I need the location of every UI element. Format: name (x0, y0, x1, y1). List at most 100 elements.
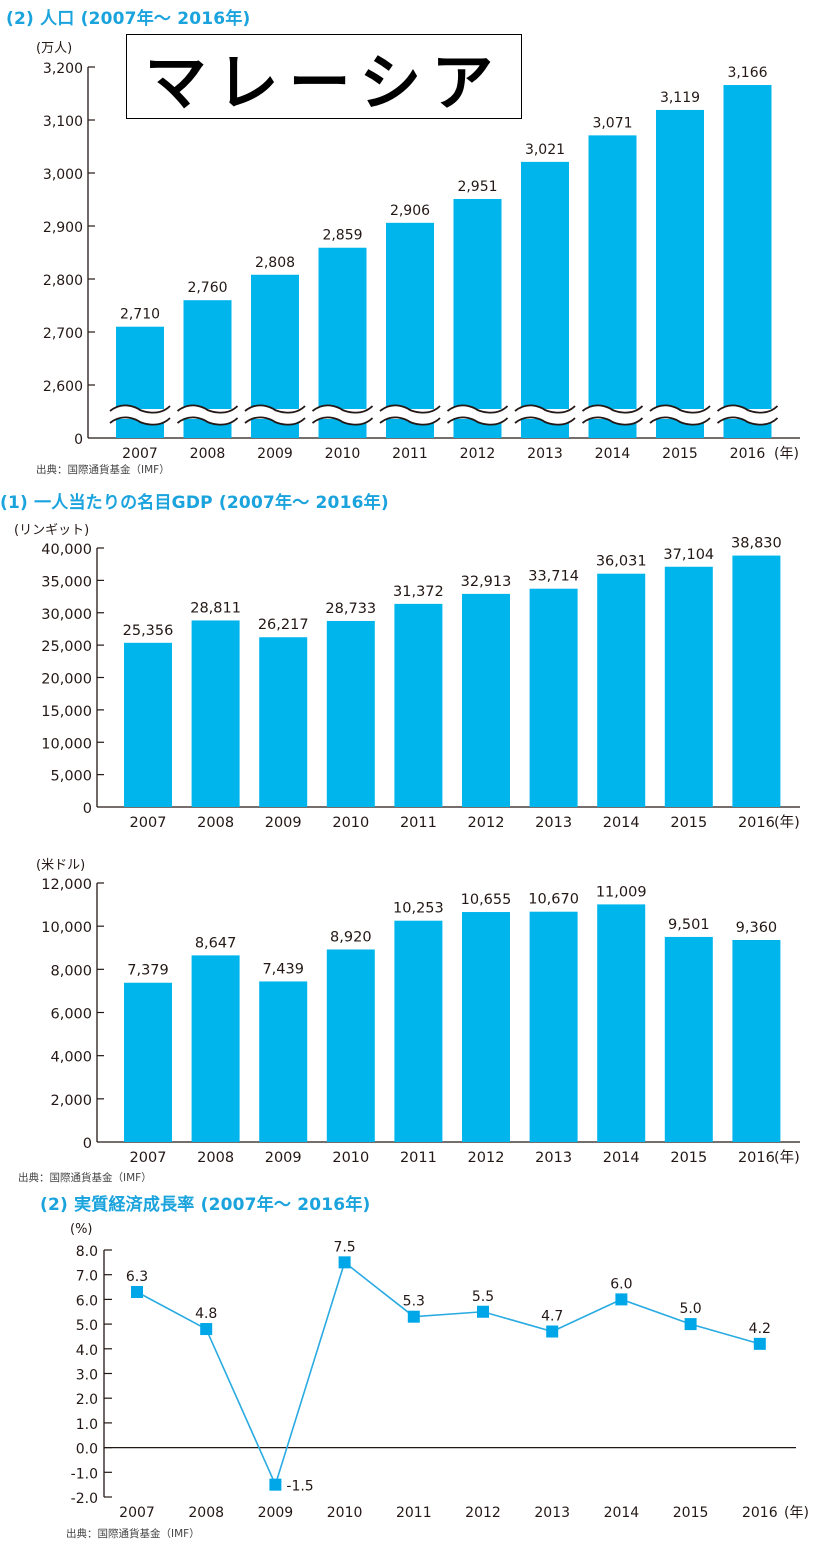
country-name-box: マレーシア (126, 34, 522, 119)
x-tick-label: 2011 (400, 1150, 437, 1166)
axis-break-wave-top (244, 404, 306, 414)
x-tick-label: 2013 (534, 1505, 570, 1521)
bar-2012 (453, 198, 502, 438)
axis-break-wave-bottom (379, 416, 441, 426)
bar-2016 (723, 85, 772, 439)
axis-break-wave-bottom (514, 416, 576, 426)
axis-break-fill (177, 409, 238, 419)
bar-value-label: 8,647 (195, 935, 237, 951)
x-tick-label: 2010 (332, 815, 369, 831)
y-tick-label: 0 (83, 1136, 92, 1152)
x-tick-label: 2007 (130, 1150, 167, 1166)
axis-break-fill (380, 409, 440, 419)
marker-2009 (269, 1478, 282, 1491)
point-value-label: 6.0 (610, 1276, 632, 1292)
y-tick-label: 2,000 (50, 1093, 92, 1109)
marker-2008 (200, 1323, 213, 1336)
bar-2011 (386, 222, 434, 438)
point-value-label: 7.5 (333, 1239, 355, 1255)
point-value-label: 5.3 (403, 1294, 425, 1310)
y-tick-label: 10,000 (41, 736, 92, 752)
axis-break-fill (717, 409, 778, 419)
y-tick-label: 12,000 (41, 877, 92, 893)
bar-value-label: 2,951 (457, 179, 497, 195)
bar-value-label: 3,071 (592, 115, 632, 131)
bar-2014 (597, 904, 646, 1142)
bar-value-label: 36,031 (596, 554, 647, 570)
point-value-label: 6.3 (126, 1269, 148, 1285)
growth-series-line (136, 1261, 761, 1487)
growth-chart-title: (2) 実質経済成長率 (2007年〜 2016年) (40, 1195, 371, 1215)
y-tick-label: 35,000 (41, 574, 92, 590)
y-tick-label: 4,000 (50, 1050, 92, 1066)
point-value-label: 4.2 (749, 1321, 771, 1337)
marker-2014 (615, 1293, 628, 1306)
axis-break-wave-top (649, 404, 711, 414)
x-tick-label: 2016 (738, 1150, 775, 1166)
bar-value-label: 3,119 (660, 90, 700, 106)
x-tick-label: 2007 (122, 446, 158, 462)
bar-2009 (259, 981, 308, 1142)
axis-break-fill (515, 409, 575, 419)
y-tick-label: -1.0 (71, 1466, 98, 1482)
y-tick-label: 40,000 (41, 542, 92, 558)
y-axis-unit-label: (リンギット) (14, 523, 89, 538)
marker-2012 (477, 1305, 489, 1318)
marker-2013 (546, 1325, 559, 1338)
axis-break-wave-bottom (244, 416, 306, 426)
x-tick-label: 2008 (188, 1505, 224, 1521)
y-tick-label: 8.0 (76, 1244, 98, 1260)
y-tick-label: 3,000 (43, 167, 83, 183)
x-tick-label: 2011 (400, 815, 437, 831)
axis-break-fill (447, 409, 508, 419)
bar-2010 (326, 949, 375, 1142)
marker-2010 (338, 1256, 351, 1269)
bar-2013 (521, 161, 569, 438)
x-tick-label: 2010 (327, 1505, 363, 1521)
y-axis-unit-label: (米ドル) (36, 858, 85, 873)
axis-break-wave-top (446, 404, 509, 414)
y-tick-label: 8,000 (50, 963, 92, 979)
x-tick-label: 2014 (603, 1150, 640, 1166)
axis-break-wave-top (514, 404, 576, 414)
x-axis-unit-label: (年) (774, 446, 799, 462)
bar-2016 (732, 555, 781, 807)
axis-break-fill (312, 409, 373, 419)
x-tick-label: 2009 (265, 1150, 302, 1166)
x-tick-label: 2011 (392, 446, 428, 462)
y-tick-label: 7.0 (76, 1269, 98, 1285)
x-tick-label: 2008 (197, 1150, 234, 1166)
x-tick-label: 2009 (265, 815, 302, 831)
bar-value-label: 10,253 (393, 901, 444, 917)
bar-2007 (124, 642, 172, 807)
axis-break-wave-bottom (176, 416, 239, 426)
point-value-label: 5.0 (679, 1301, 701, 1317)
x-axis-unit-label: (年) (774, 814, 800, 831)
gdp-source-note: 出典：国際通貨基金（IMF） (18, 1172, 152, 1184)
bar-2008 (191, 955, 240, 1142)
x-tick-label: 2008 (190, 446, 226, 462)
bar-2011 (394, 603, 443, 807)
y-tick-label: 5.0 (76, 1318, 98, 1334)
axis-break-wave-top (379, 404, 441, 414)
bar-value-label: 9,360 (736, 920, 778, 936)
x-axis-unit-label: (年) (784, 1505, 809, 1521)
x-tick-label: 2016 (742, 1505, 778, 1521)
bar-2012 (462, 912, 510, 1142)
x-tick-label: 2016 (738, 815, 775, 831)
point-value-label: -1.5 (286, 1479, 313, 1495)
marker-2016 (753, 1337, 766, 1350)
bar-value-label: 2,859 (322, 228, 362, 244)
x-tick-label: 2015 (670, 1150, 707, 1166)
x-tick-label: 2015 (673, 1505, 709, 1521)
marker-2015 (684, 1318, 697, 1331)
bar-value-label: 11,009 (596, 884, 647, 900)
x-tick-label: 2013 (535, 815, 572, 831)
point-value-label: 4.7 (541, 1309, 563, 1325)
y-tick-label: 2,800 (43, 273, 83, 289)
bar-value-label: 28,733 (325, 601, 376, 617)
gdp-chart-title: (1) 一人当たりの名目GDP (2007年〜 2016年) (0, 493, 389, 513)
bar-2015 (664, 566, 713, 807)
